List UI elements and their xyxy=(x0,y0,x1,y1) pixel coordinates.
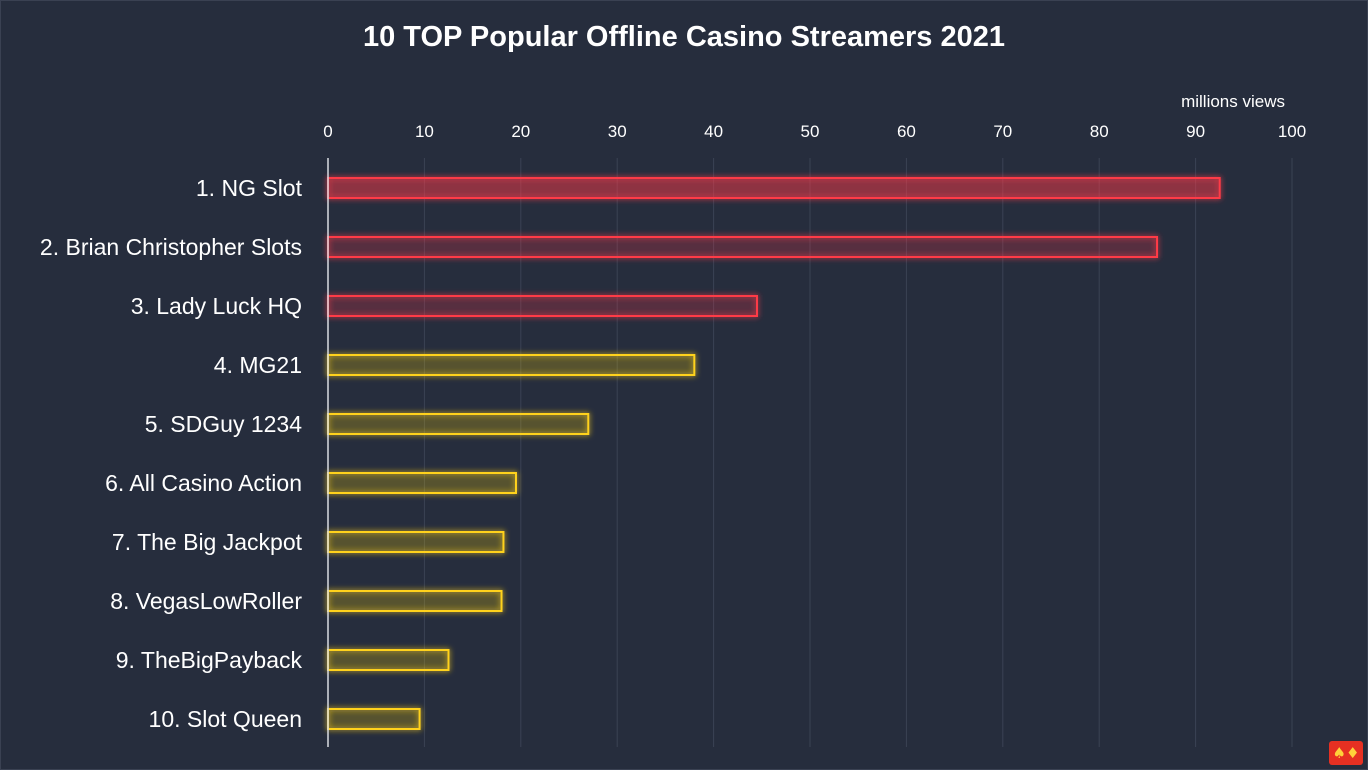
category-labels: 1. NG Slot 2. Brian Christopher Slots 3. L… xyxy=(40,175,303,732)
category-label: 1. NG Slot xyxy=(196,175,303,201)
bar xyxy=(327,354,696,376)
x-axis-ticks: 0 10 20 30 40 50 60 70 80 90 100 xyxy=(323,122,1306,141)
x-tick-label: 90 xyxy=(1186,122,1205,141)
bars xyxy=(327,177,1221,730)
category-label: 6. All Casino Action xyxy=(105,470,302,496)
x-tick-label: 60 xyxy=(897,122,916,141)
bar xyxy=(327,649,450,671)
category-label: 7. The Big Jackpot xyxy=(112,529,303,555)
category-label: 8. VegasLowRoller xyxy=(110,588,302,614)
x-tick-label: 0 xyxy=(323,122,332,141)
bar xyxy=(327,472,517,494)
bar xyxy=(327,590,503,612)
chart-title: 10 TOP Popular Offline Casino Streamers … xyxy=(362,21,1006,53)
x-tick-label: 50 xyxy=(801,122,820,141)
bar xyxy=(327,236,1159,258)
x-tick-label: 40 xyxy=(704,122,723,141)
bar xyxy=(327,177,1221,199)
bar xyxy=(327,708,421,730)
x-tick-label: 80 xyxy=(1090,122,1109,141)
category-label: 4. MG21 xyxy=(214,352,302,378)
x-tick-label: 100 xyxy=(1278,122,1306,141)
x-tick-label: 20 xyxy=(511,122,530,141)
bar xyxy=(327,295,758,317)
category-label: 10. Slot Queen xyxy=(149,706,302,732)
x-tick-label: 30 xyxy=(608,122,627,141)
casino-logo-icon: ♠♦ xyxy=(1329,741,1363,765)
x-tick-label: 70 xyxy=(993,122,1012,141)
category-label: 5. SDGuy 1234 xyxy=(145,411,302,437)
bar xyxy=(327,413,590,435)
category-label: 9. TheBigPayback xyxy=(116,647,303,673)
axis-unit-label: millions views xyxy=(1181,92,1285,111)
category-label: 2. Brian Christopher Slots xyxy=(40,234,302,260)
category-label: 3. Lady Luck HQ xyxy=(131,293,302,319)
x-tick-label: 10 xyxy=(415,122,434,141)
bar xyxy=(327,531,505,553)
